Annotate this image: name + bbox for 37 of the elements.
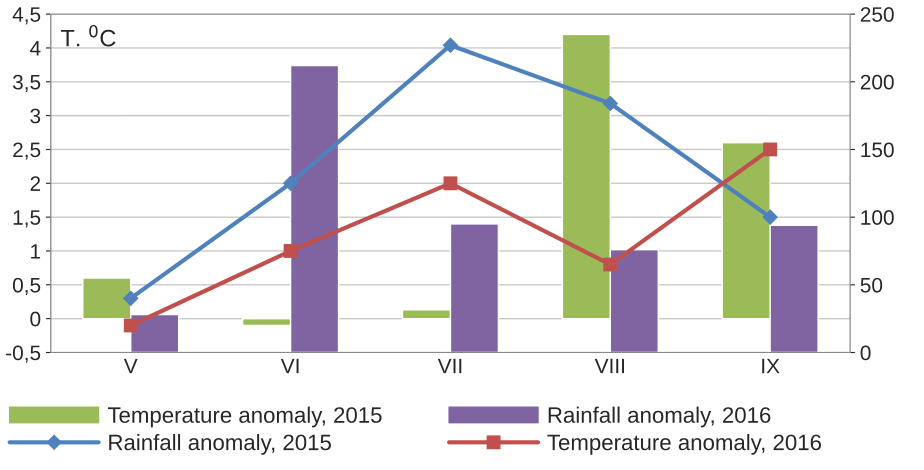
y-tick-label: 2,5 — [13, 142, 40, 160]
point — [124, 318, 138, 332]
x-tick-label: VIII — [594, 358, 624, 374]
y2-tick-label: 0 — [860, 346, 871, 360]
y-tick-label: 1 — [31, 244, 40, 259]
y-tick-label: 0 — [30, 312, 40, 326]
y-tick-label: 3,5 — [12, 74, 40, 92]
point — [284, 244, 298, 258]
y2-tick-label: 50 — [860, 278, 882, 293]
y-tick-label: 1,5 — [14, 210, 40, 228]
y-tick-label: 0,5 — [12, 278, 40, 296]
y2-tick-label: 250 — [860, 7, 894, 22]
y-tick-label: 3 — [30, 108, 40, 124]
point — [603, 258, 618, 272]
y-axis-title: T. $^{0}$C — [60, 24, 116, 46]
x-tick-label: V — [124, 358, 138, 374]
point — [602, 96, 618, 112]
point — [123, 290, 138, 306]
y-tick-label: 2 — [30, 176, 40, 191]
y-tick-label: 4 — [30, 41, 40, 56]
y2-tick-label: 200 — [860, 74, 894, 90]
y2-tick-label: 150 — [861, 142, 894, 158]
y2-tick-label: 100 — [861, 210, 894, 225]
point — [763, 142, 778, 156]
x-tick-label: VII — [438, 358, 462, 374]
x-tick-label: IX — [762, 358, 780, 374]
point — [762, 210, 778, 225]
legend-label: Temperature anomaly, 2016 — [547, 434, 821, 455]
x-tick-label: VI — [280, 358, 299, 374]
point — [283, 176, 298, 191]
legend-label: Rainfall anomaly, 2016 — [548, 406, 770, 428]
y-tick-label: 4,5 — [12, 7, 40, 24]
legend-label: Rainfall anomaly, 2015 — [109, 434, 331, 455]
legend-label: Temperature anomaly, 2015 — [108, 406, 382, 428]
point — [444, 176, 458, 190]
point — [442, 38, 458, 53]
y-tick-label: -0,5 — [6, 346, 40, 363]
